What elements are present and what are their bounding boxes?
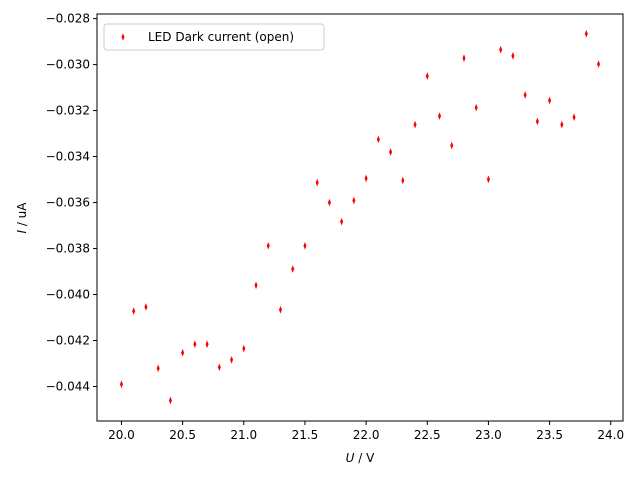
legend: LED Dark current (open) <box>103 23 325 51</box>
data-point <box>523 91 527 99</box>
y-tick-label: −0.032 <box>46 104 90 118</box>
x-axis-unit: / V <box>354 451 375 465</box>
data-point <box>315 178 319 187</box>
y-tick-label: −0.042 <box>46 334 90 348</box>
data-point <box>364 174 368 183</box>
data-point <box>144 303 148 311</box>
data-point <box>548 96 552 105</box>
x-tick-label: 21.5 <box>292 428 319 442</box>
data-point <box>584 29 588 38</box>
data-point <box>217 363 221 372</box>
data-point <box>560 120 564 129</box>
data-point <box>499 45 503 54</box>
x-tick-label: 23.0 <box>475 428 502 442</box>
data-point <box>535 117 539 126</box>
data-point <box>340 217 344 226</box>
y-tick-label: −0.030 <box>46 58 90 72</box>
y-tick-label: −0.038 <box>46 242 90 256</box>
y-axis-label: I / uA <box>15 202 29 234</box>
y-axis-unit: / uA <box>15 202 29 230</box>
data-point <box>511 52 515 60</box>
x-tick-label: 24.0 <box>597 428 624 442</box>
data-point <box>266 241 270 250</box>
data-point <box>205 340 209 349</box>
y-tick-label: −0.034 <box>46 150 90 164</box>
x-axis-label: U / V <box>346 451 375 465</box>
data-point <box>401 176 405 185</box>
data-point <box>597 60 601 68</box>
data-point <box>486 175 490 184</box>
x-tick-label: 20.5 <box>169 428 196 442</box>
data-point <box>254 281 258 290</box>
data-point <box>278 305 283 314</box>
y-tick-label: −0.044 <box>46 380 90 394</box>
plot-area <box>97 14 623 421</box>
x-tick-label: 23.5 <box>536 428 563 442</box>
data-point <box>119 380 123 389</box>
data-point <box>230 356 234 364</box>
y-axis-ticks: −0.044 −0.042 −0.040 −0.038 −0.036 −0.034 −0.0… <box>46 12 97 394</box>
data-point <box>389 148 393 156</box>
data-point <box>425 72 429 80</box>
data-point <box>303 241 307 250</box>
data-point <box>327 198 331 207</box>
x-tick-label: 22.5 <box>414 428 441 442</box>
x-tick-label: 20.0 <box>108 428 135 442</box>
data-point <box>181 348 185 357</box>
y-axis-variable: I <box>15 230 29 234</box>
data-point <box>572 113 576 122</box>
axes-frame <box>96 13 624 422</box>
y-tick-label: −0.028 <box>46 12 90 26</box>
data-point <box>450 141 454 150</box>
legend-box <box>103 23 325 51</box>
data-points <box>119 29 601 405</box>
y-tick-label: −0.036 <box>46 196 90 210</box>
data-point <box>193 340 197 349</box>
x-axis-variable: U <box>346 451 355 465</box>
data-point <box>242 344 246 353</box>
legend-label: LED Dark current (open) <box>148 30 294 44</box>
data-point <box>437 112 442 120</box>
x-tick-label: 22.0 <box>353 428 380 442</box>
data-point <box>462 54 466 62</box>
x-tick-label: 21.0 <box>230 428 257 442</box>
data-point <box>132 307 136 315</box>
data-point <box>168 396 172 405</box>
data-point <box>376 135 380 144</box>
data-point <box>291 265 295 273</box>
legend-marker <box>121 33 125 41</box>
x-axis-ticks: 20.0 20.5 21.0 21.5 22.0 22.5 23.0 23.5 24.0 <box>108 421 624 442</box>
data-point <box>156 364 160 373</box>
y-tick-label: −0.040 <box>46 288 90 302</box>
data-point <box>413 120 417 129</box>
data-point <box>474 103 478 112</box>
data-point <box>352 196 356 205</box>
